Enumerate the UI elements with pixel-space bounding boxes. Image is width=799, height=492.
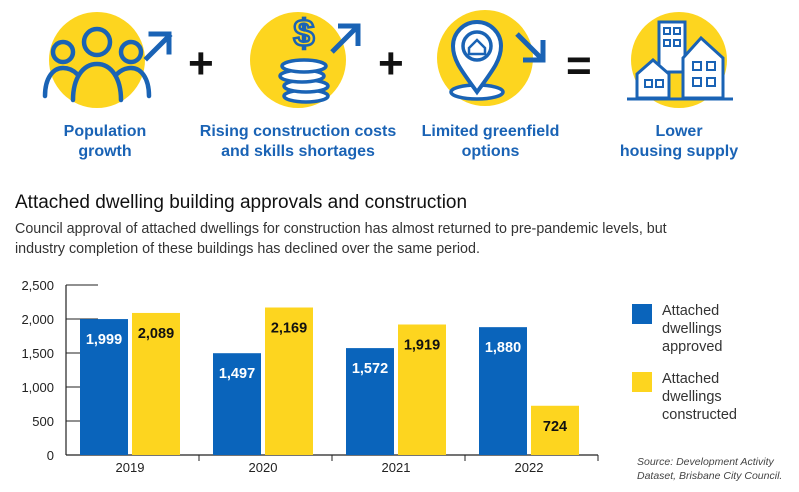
plus-operator: + xyxy=(188,39,214,88)
chart-title: Attached dwelling building approvals and… xyxy=(15,192,468,213)
factor-label: Population growth xyxy=(63,123,147,160)
data-label: 1,497 xyxy=(219,366,255,382)
people-group-icon xyxy=(42,12,173,108)
y-tick-label: 0 xyxy=(47,448,54,463)
chart-legend: Attached dwellings approved Attached dwe… xyxy=(632,302,762,438)
legend-label: Attached dwellings approved xyxy=(662,303,723,355)
y-tick-label: 1,500 xyxy=(21,346,54,361)
data-label: 1,999 xyxy=(86,332,122,348)
bar-approved-2019 xyxy=(80,319,128,455)
factor-limited-greenfield: Limited greenfield options xyxy=(408,0,573,162)
data-label: 2,169 xyxy=(271,321,307,337)
factor-lower-housing-supply: Lower housing supply xyxy=(604,0,754,162)
legend-swatch-approved xyxy=(632,304,652,324)
y-tick-label: 1,000 xyxy=(21,380,54,395)
data-label: 1,572 xyxy=(352,361,388,377)
plus-operator: + xyxy=(378,39,404,88)
factor-label: Rising construction costs and skills sho… xyxy=(199,123,397,160)
legend-item-approved: Attached dwellings approved xyxy=(632,302,762,356)
data-label: 1,880 xyxy=(485,340,521,356)
factor-construction-costs: $ Rising construction costs and skills s… xyxy=(198,0,398,162)
x-tick-label: 2019 xyxy=(116,460,145,475)
bar-approved-2021 xyxy=(346,348,394,455)
x-tick-label: 2020 xyxy=(249,460,278,475)
x-tick-label: 2021 xyxy=(382,460,411,475)
chart-description: Council approval of attached dwellings f… xyxy=(15,221,667,257)
factor-label: Limited greenfield options xyxy=(421,123,560,160)
y-tick-label: 2,000 xyxy=(21,312,54,327)
location-pin-house-icon xyxy=(436,10,545,106)
coin-stack-icon: $ xyxy=(250,12,361,108)
source-note: Source: Development Activity Dataset, Br… xyxy=(637,456,783,482)
data-label: 1,919 xyxy=(404,338,440,354)
bar-constructed-2022 xyxy=(531,405,579,455)
bar-approved-2020 xyxy=(213,353,261,455)
y-tick-label: 500 xyxy=(32,414,54,429)
data-label: 724 xyxy=(543,419,567,435)
bar-constructed-2021 xyxy=(398,324,446,455)
factor-label: Lower housing supply xyxy=(619,123,739,160)
bar-constructed-2019 xyxy=(132,312,180,455)
legend-label: Attached dwellings constructed xyxy=(662,371,737,423)
bar-constructed-2020 xyxy=(265,307,313,455)
bar-chart: 0 500 1,000 1,500 2,000 2,500 1,999 2,089 2019 1,… xyxy=(21,278,599,475)
svg-text:$: $ xyxy=(293,13,314,55)
legend-item-constructed: Attached dwellings constructed xyxy=(632,370,762,424)
legend-swatch-constructed xyxy=(632,372,652,392)
equals-operator: = xyxy=(566,41,592,90)
bar-approved-2022 xyxy=(479,327,527,455)
x-tick-label: 2022 xyxy=(515,460,544,475)
data-label: 2,089 xyxy=(138,326,174,342)
infographic: Population growth + $ Rising constructio xyxy=(0,0,799,180)
houses-icon xyxy=(627,12,733,108)
y-tick-label: 2,500 xyxy=(21,278,54,293)
factor-population-growth: Population growth xyxy=(30,0,180,162)
